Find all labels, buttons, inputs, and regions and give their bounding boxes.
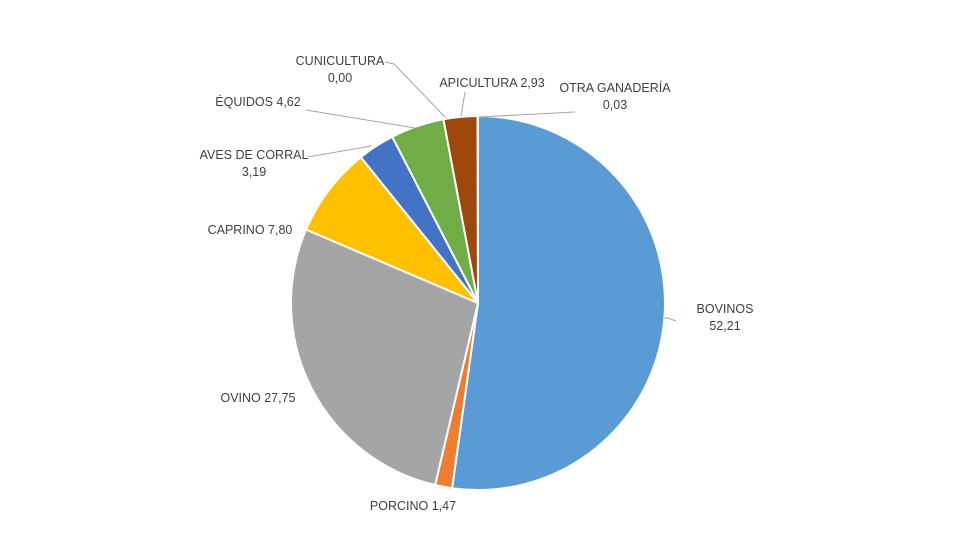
slice-caprino bbox=[304, 155, 479, 304]
slice-ovino bbox=[290, 228, 480, 487]
leader-line-apicultura bbox=[460, 91, 466, 117]
data-label-caprino: CAPRINO 7,80 bbox=[208, 223, 293, 237]
data-label-equidos: ÉQUIDOS 4,62 bbox=[215, 94, 300, 109]
leader-line-otra-ganaderia bbox=[478, 111, 576, 118]
data-label-aves-de-corral: AVES DE CORRAL 3,19 bbox=[200, 148, 309, 179]
leader-line-aves-de-corral bbox=[307, 145, 372, 158]
slice-bovinos bbox=[450, 114, 666, 491]
leader-line-bovinos bbox=[664, 317, 677, 322]
data-label-bovinos: BOVINOS 52,21 bbox=[697, 302, 754, 333]
leader-line-equidos bbox=[305, 109, 416, 129]
data-label-ovino: OVINO 27,75 bbox=[220, 391, 295, 405]
leader-line-cunicultura bbox=[384, 61, 446, 118]
data-label-otra-ganaderia: OTRA GANADERÍA 0,03 bbox=[559, 80, 671, 112]
data-label-apicultura: APICULTURA 2,93 bbox=[439, 76, 544, 90]
leader-lines-layer bbox=[305, 61, 677, 322]
data-label-cunicultura: CUNICULTURA 0,00 bbox=[296, 54, 385, 85]
data-label-porcino: PORCINO 1,47 bbox=[370, 499, 456, 513]
labels-layer: BOVINOS 52,21 PORCINO 1,47 OVINO 27,75 CAPRI… bbox=[200, 54, 754, 513]
slices-layer bbox=[290, 114, 666, 491]
